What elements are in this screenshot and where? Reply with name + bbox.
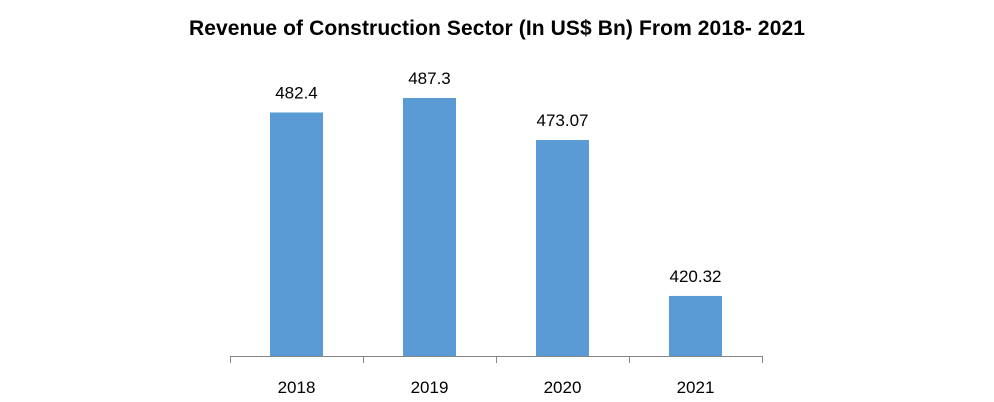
x-axis [230,356,763,363]
data-label-2019: 487.3 [408,69,451,88]
x-tick-label-2021: 2021 [677,378,715,397]
data-labels-layer: 482.4 487.3 473.07 420.32 [275,69,721,286]
bar-2019 [403,97,456,356]
bar-2018 [270,112,323,356]
x-tick-label-2019: 2019 [411,378,449,397]
bars-layer [270,97,722,356]
x-tick-label-2020: 2020 [544,378,582,397]
bar-2021 [669,295,722,356]
data-label-2018: 482.4 [275,83,318,102]
chart-title: Revenue of Construction Sector (In US$ B… [188,17,806,40]
bar-2020 [536,140,589,356]
x-tick-label-2018: 2018 [278,378,316,397]
x-tick-labels-layer: 2018 2019 2020 2021 [278,378,715,397]
data-label-2020: 473.07 [537,111,589,130]
data-label-2021: 420.32 [670,267,722,286]
